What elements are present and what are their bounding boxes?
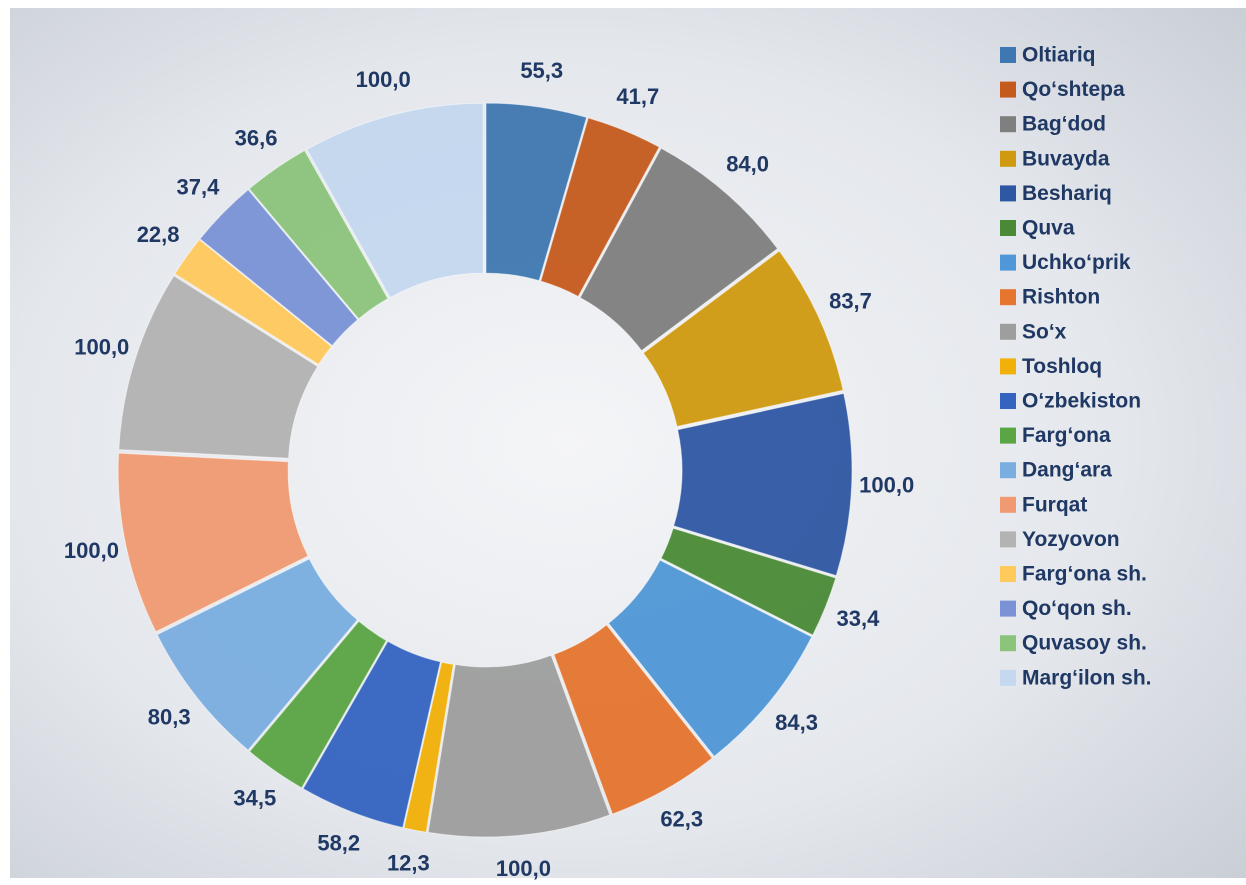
legend-label: Oltiariq xyxy=(1022,44,1096,67)
slice xyxy=(306,102,484,299)
legend-label: Toshloq xyxy=(1022,355,1102,378)
legend-swatch xyxy=(1000,393,1016,409)
legend-label: Furqat xyxy=(1022,493,1087,516)
slice xyxy=(199,188,359,347)
legend-label: Marg‘ilon sh. xyxy=(1022,666,1152,689)
legend-label: Rishton xyxy=(1022,286,1100,309)
legend-label: O‘zbekiston xyxy=(1022,390,1141,413)
slice xyxy=(403,661,454,833)
data-label: 12,3 xyxy=(387,850,430,875)
data-label: 100,0 xyxy=(356,67,411,92)
legend-label: Uchko‘prik xyxy=(1022,251,1131,274)
slice xyxy=(540,117,660,298)
data-label: 37,4 xyxy=(177,174,221,199)
data-label: 100,0 xyxy=(74,334,129,359)
data-label: 33,4 xyxy=(837,606,881,631)
legend-swatch xyxy=(1000,358,1016,375)
slice xyxy=(174,238,333,366)
slice xyxy=(642,250,844,428)
data-label: 100,0 xyxy=(496,856,551,881)
legend-swatch xyxy=(1000,116,1016,133)
legend-swatch xyxy=(1000,323,1016,340)
legend-swatch xyxy=(1000,254,1016,271)
slice xyxy=(673,392,853,577)
legend-swatch xyxy=(1000,185,1016,202)
data-label: 58,2 xyxy=(317,830,360,855)
legend-swatch xyxy=(1000,566,1016,582)
legend-swatch xyxy=(1000,531,1016,548)
legend-swatch xyxy=(1000,669,1016,686)
legend-label: So‘x xyxy=(1022,320,1067,343)
slice xyxy=(248,149,389,320)
data-label: 34,5 xyxy=(233,785,276,810)
data-label: 84,3 xyxy=(775,710,818,735)
legend-label: Dang‘ara xyxy=(1022,459,1112,482)
slice xyxy=(660,527,837,636)
legend-swatch xyxy=(1000,150,1016,167)
slice xyxy=(117,452,309,633)
data-label: 84,0 xyxy=(726,151,769,176)
legend-swatch xyxy=(1000,427,1016,444)
slice xyxy=(485,102,588,282)
legend-swatch xyxy=(1000,462,1016,479)
data-label: 83,7 xyxy=(829,288,872,313)
data-label: 62,3 xyxy=(660,806,703,831)
legend-label: Qo‘qon sh. xyxy=(1022,597,1132,620)
legend-swatch xyxy=(1000,289,1016,306)
slice xyxy=(427,654,611,838)
legend-label: Qo‘shtepa xyxy=(1022,78,1125,101)
data-label: 100,0 xyxy=(859,472,914,497)
slice xyxy=(607,559,813,758)
data-label: 36,6 xyxy=(235,125,278,150)
legend-label: Beshariq xyxy=(1022,182,1112,205)
legend-label: Farg‘ona sh. xyxy=(1022,563,1147,586)
legend-swatch xyxy=(1000,220,1016,236)
data-label: 41,7 xyxy=(616,84,659,109)
legend-label: Bag‘dod xyxy=(1022,113,1106,136)
legend-label: Quva xyxy=(1022,217,1075,240)
legend-label: Buvayda xyxy=(1022,147,1110,170)
slice xyxy=(553,624,713,815)
data-label: 55,3 xyxy=(520,58,563,83)
legend-swatch xyxy=(1000,635,1016,652)
slice xyxy=(579,147,779,352)
slice xyxy=(302,640,441,829)
data-label: 22,8 xyxy=(137,222,180,247)
legend-swatch xyxy=(1000,600,1016,617)
legend-label: Farg‘ona xyxy=(1022,424,1111,447)
legend-swatch xyxy=(1000,496,1016,513)
legend-label: Yozyovon xyxy=(1022,528,1120,551)
legend-label: Quvasoy sh. xyxy=(1022,632,1147,655)
slice xyxy=(118,275,319,459)
slice xyxy=(156,558,359,751)
data-label: 80,3 xyxy=(148,705,191,730)
data-label: 100,0 xyxy=(64,538,119,563)
slice xyxy=(248,620,388,789)
legend-swatch xyxy=(1000,81,1016,98)
legend-swatch xyxy=(1000,47,1016,63)
